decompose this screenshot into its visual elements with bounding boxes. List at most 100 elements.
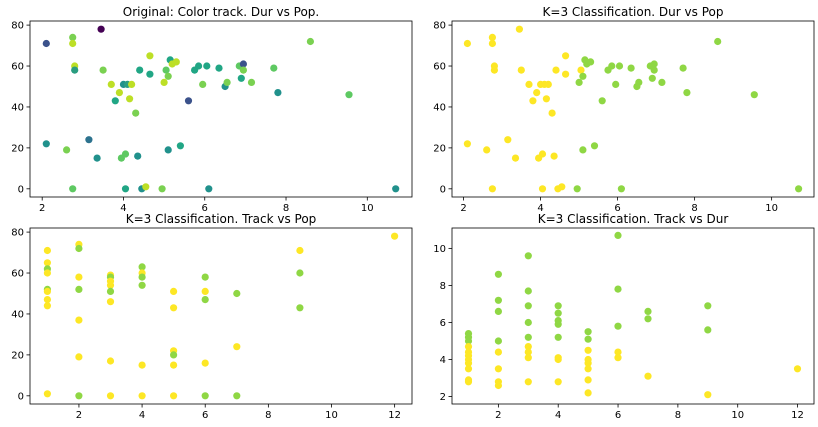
y-tick-label: 0 [18, 184, 24, 195]
data-point [793, 365, 802, 373]
data-point [69, 39, 77, 48]
data-point [554, 302, 562, 310]
x-tick-label: 2 [460, 203, 466, 214]
y-tick-label: 20 [11, 350, 24, 361]
data-point [391, 232, 399, 240]
y-tick-label: 2 [440, 392, 446, 403]
x-tick-label: 4 [555, 410, 561, 421]
x-tick-label: 4 [139, 410, 145, 421]
data-point [612, 80, 620, 88]
x-tick-label: 2 [495, 410, 501, 421]
data-point [121, 150, 130, 158]
x-tick-label: 10 [361, 203, 374, 214]
data-point [75, 353, 83, 361]
data-point [584, 389, 592, 397]
data-point [704, 391, 712, 399]
data-point [554, 320, 562, 328]
axes-frame [451, 227, 815, 405]
y-tick-label: 40 [11, 309, 24, 320]
data-point [524, 348, 532, 356]
data-point [85, 136, 93, 144]
data-point [164, 146, 172, 154]
x-tick-label: 6 [202, 410, 208, 421]
subplot-title: Original: Color track. Dur vs Pop. [123, 5, 319, 19]
subplot-title: K=3 Classification. Track vs Pop [126, 212, 317, 226]
data-point [538, 150, 547, 158]
data-point [494, 337, 502, 345]
data-point [170, 392, 178, 400]
data-point [223, 78, 231, 86]
data-point [494, 270, 502, 278]
data-point [635, 78, 643, 86]
data-point [515, 25, 524, 33]
data-point [542, 95, 551, 103]
data-point [296, 304, 304, 312]
data-point [43, 296, 52, 304]
data-point [511, 154, 520, 162]
data-point [575, 78, 583, 86]
data-point [704, 326, 712, 334]
data-point [533, 89, 541, 97]
data-point [233, 343, 241, 351]
y-tick-label: 60 [11, 269, 24, 280]
data-point [106, 298, 115, 306]
data-point [201, 359, 209, 367]
data-point [614, 354, 622, 362]
data-point [679, 64, 687, 72]
x-tick-label: 8 [283, 203, 289, 214]
data-point [644, 315, 652, 323]
data-point [43, 259, 52, 267]
data-point [201, 287, 209, 295]
data-point [138, 281, 146, 289]
data-point [524, 302, 532, 310]
data-point [75, 316, 83, 324]
x-tick-label: 8 [675, 410, 681, 421]
x-tick-label: 8 [691, 203, 697, 214]
data-point [239, 66, 247, 74]
data-point [464, 378, 473, 386]
data-point [648, 74, 656, 82]
y-tick-label: 8 [440, 281, 446, 292]
data-point [650, 60, 658, 68]
data-point [69, 33, 77, 42]
data-point [614, 348, 622, 356]
scatter-points [43, 232, 399, 400]
data-point [483, 146, 491, 154]
data-point [146, 52, 154, 60]
data-point [562, 70, 570, 78]
data-point [43, 269, 52, 277]
x-tick-label: 10 [765, 203, 778, 214]
data-point [494, 381, 502, 390]
data-point [464, 365, 473, 373]
data-point [63, 146, 71, 154]
data-point [548, 109, 556, 117]
y-tick-label: 4 [440, 355, 446, 366]
data-point [494, 296, 502, 304]
data-point [714, 37, 722, 46]
data-point [93, 154, 101, 162]
y-tick-label: 20 [433, 143, 446, 154]
scatter-points [463, 25, 803, 193]
data-point [201, 392, 209, 400]
data-point [644, 307, 652, 315]
data-point [306, 37, 314, 46]
data-point [106, 357, 115, 365]
data-point [97, 25, 105, 33]
data-point [146, 70, 154, 78]
data-point [524, 378, 532, 386]
subplot-1: Original: Color track. Dur vs Pop. 2 4 6 8 10… [11, 5, 413, 214]
data-point [464, 359, 473, 367]
data-point [614, 322, 622, 330]
data-point [554, 309, 562, 317]
data-point [201, 273, 209, 281]
data-point [554, 378, 562, 386]
data-point [617, 185, 626, 193]
data-point [42, 140, 50, 148]
data-point [274, 89, 282, 97]
subplot-title: K=3 Classification. Track vs Dur [538, 212, 729, 226]
data-point [162, 66, 170, 74]
data-point [233, 392, 241, 400]
data-point [75, 285, 83, 293]
x-tick-label: 12 [791, 410, 804, 421]
data-point [525, 80, 533, 88]
